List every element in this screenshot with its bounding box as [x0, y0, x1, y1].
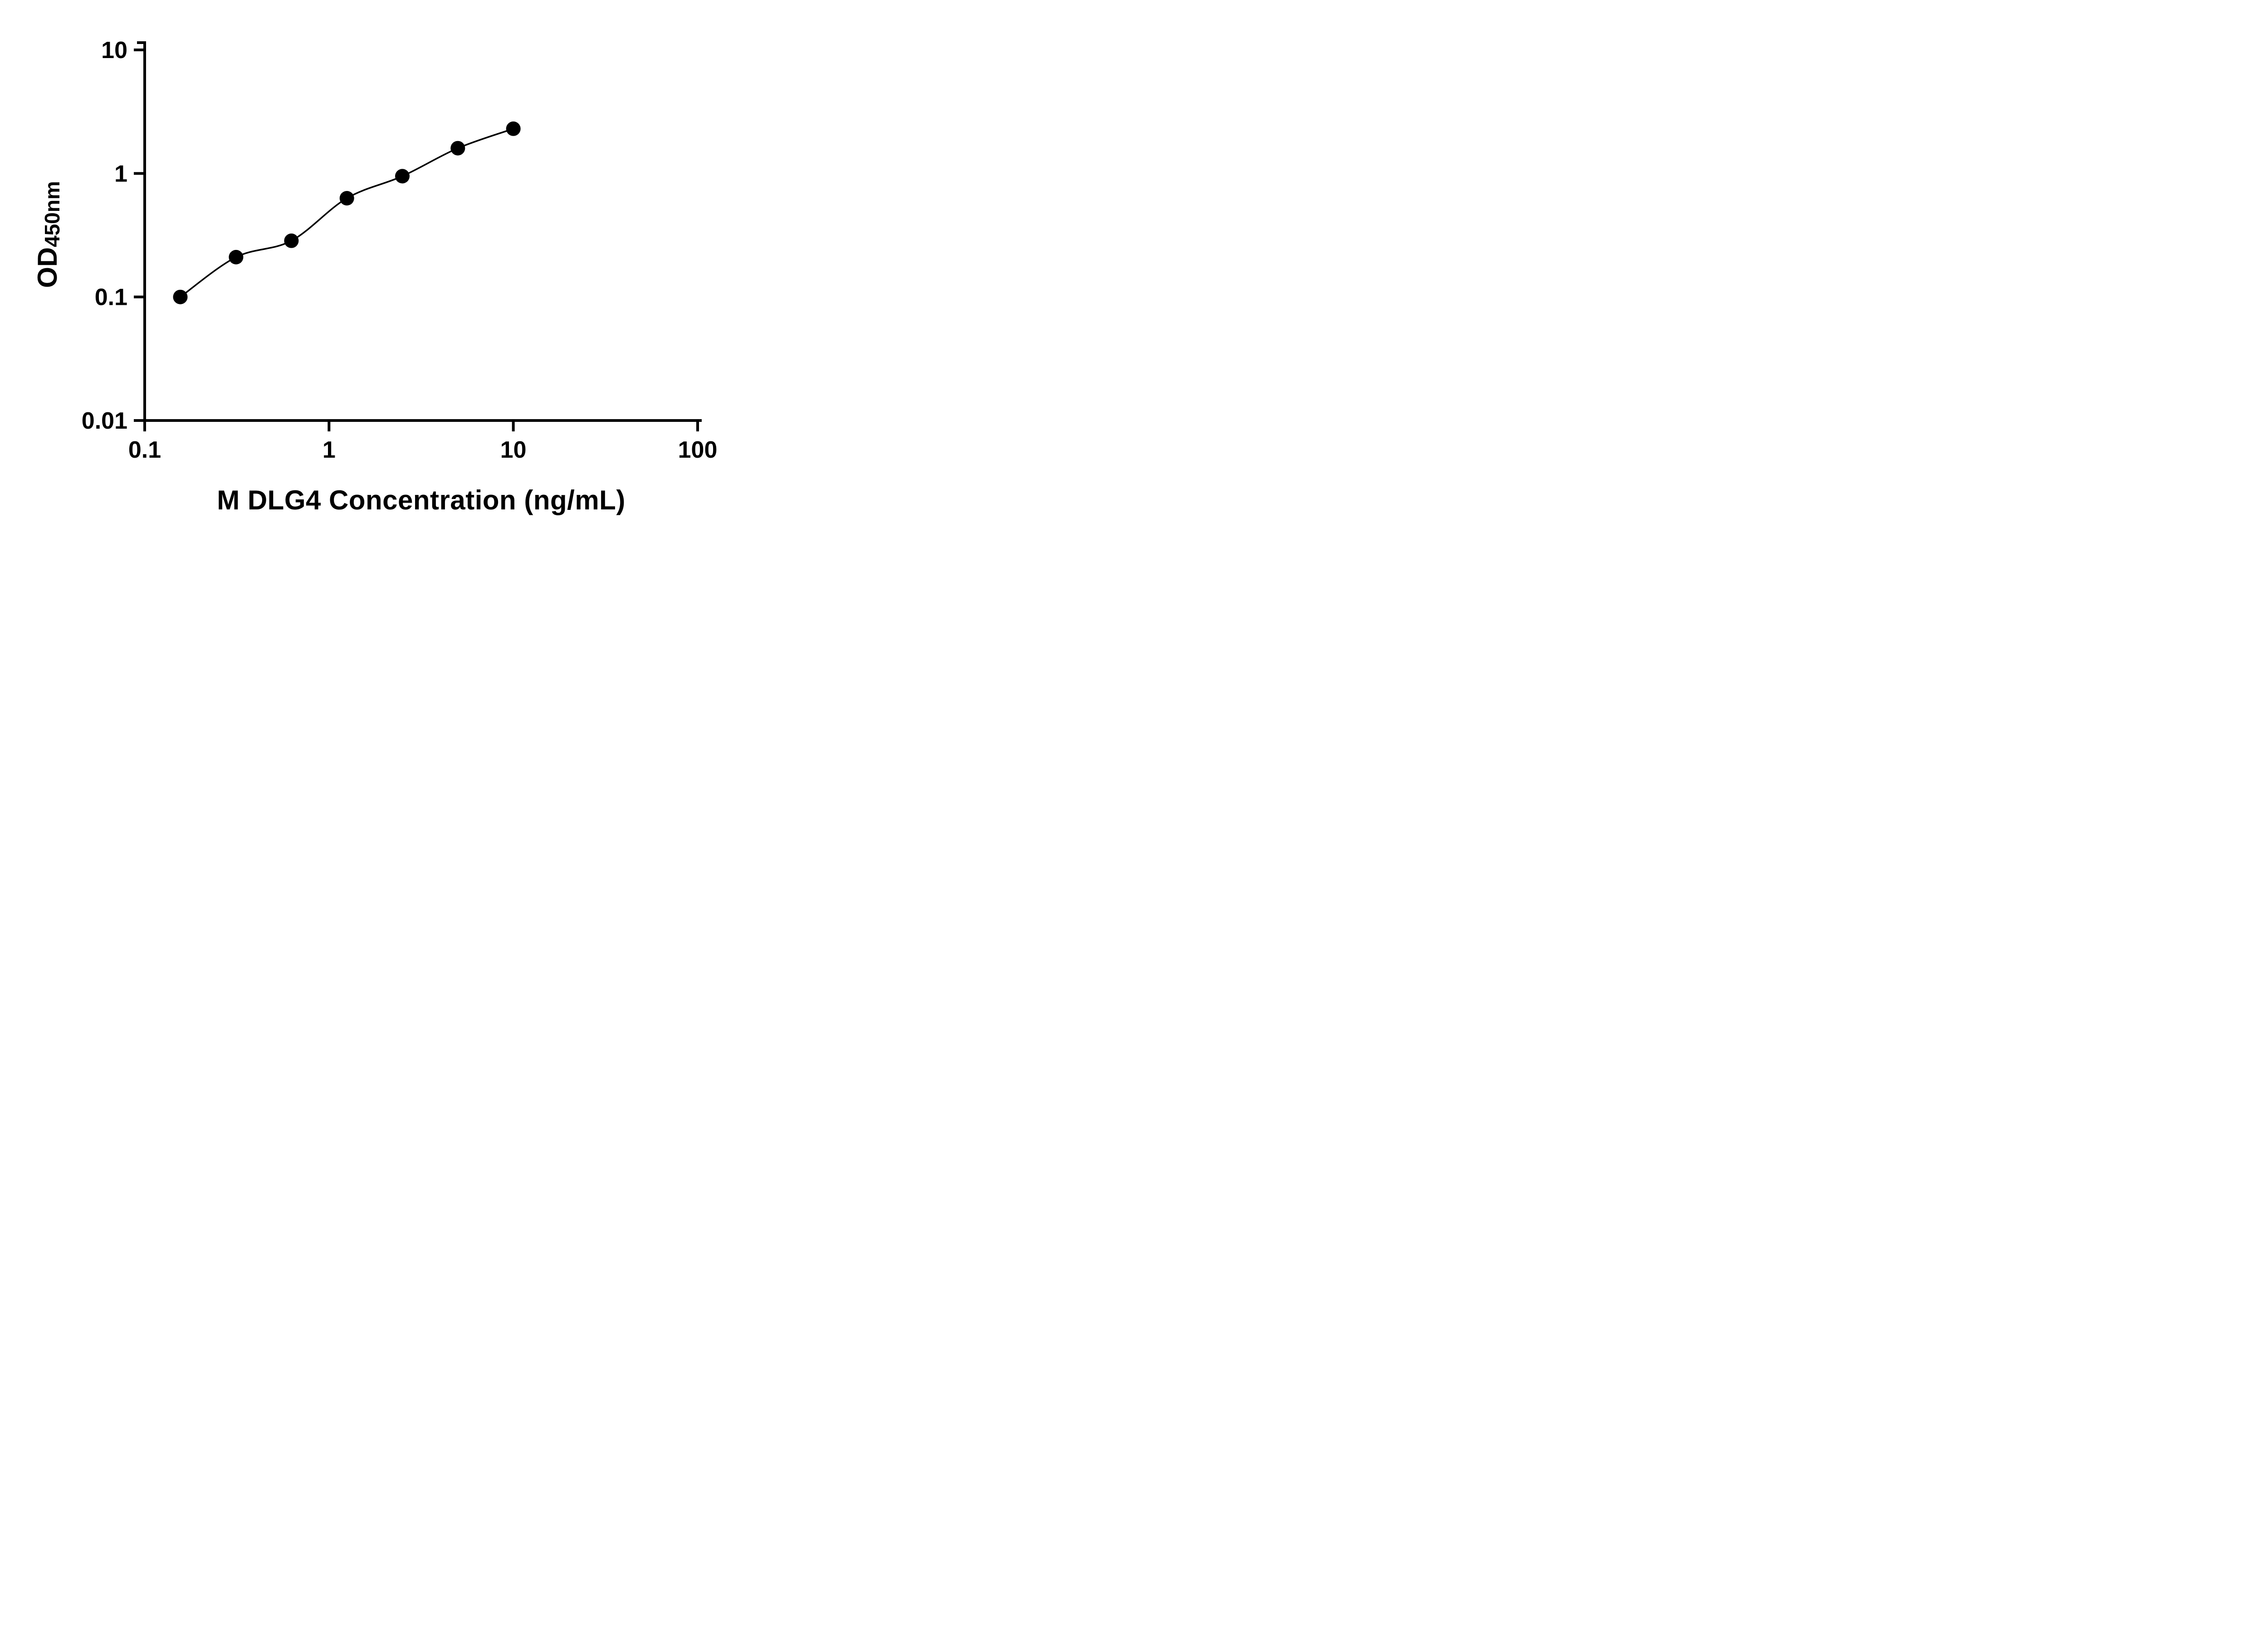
x-axis-title: M DLG4 Concentration (ng/mL): [217, 485, 626, 515]
data-point-marker: [284, 233, 299, 248]
x-tick-label: 0.1: [128, 437, 161, 463]
data-point-marker: [450, 141, 465, 156]
y-tick-label: 1: [114, 161, 127, 187]
data-point-marker: [395, 169, 410, 184]
y-tick-label: 0.01: [82, 408, 127, 434]
y-axis-title: OD450nm: [29, 121, 66, 348]
data-point-marker: [339, 191, 354, 205]
data-points: [173, 121, 521, 304]
elisa-standard-curve-figure: 0.1 1 10 100 0.01 0.1 1 10 M DLG4 Concentration…: [0, 0, 770, 544]
tick-marks: [134, 49, 699, 431]
x-tick-label: 1: [323, 437, 336, 463]
y-axis-title-sub: 450nm: [40, 181, 64, 247]
data-point-marker: [173, 289, 188, 304]
y-tick-label: 0.1: [95, 284, 127, 311]
x-tick-label: 10: [500, 437, 527, 463]
x-tick-label: 100: [678, 437, 718, 463]
y-axis-title-main: OD: [32, 247, 63, 288]
fit-curve: [180, 128, 514, 298]
data-point-marker: [229, 249, 244, 264]
y-tick-label: 10: [101, 37, 127, 64]
axes: [137, 41, 702, 422]
data-point-marker: [506, 121, 521, 136]
